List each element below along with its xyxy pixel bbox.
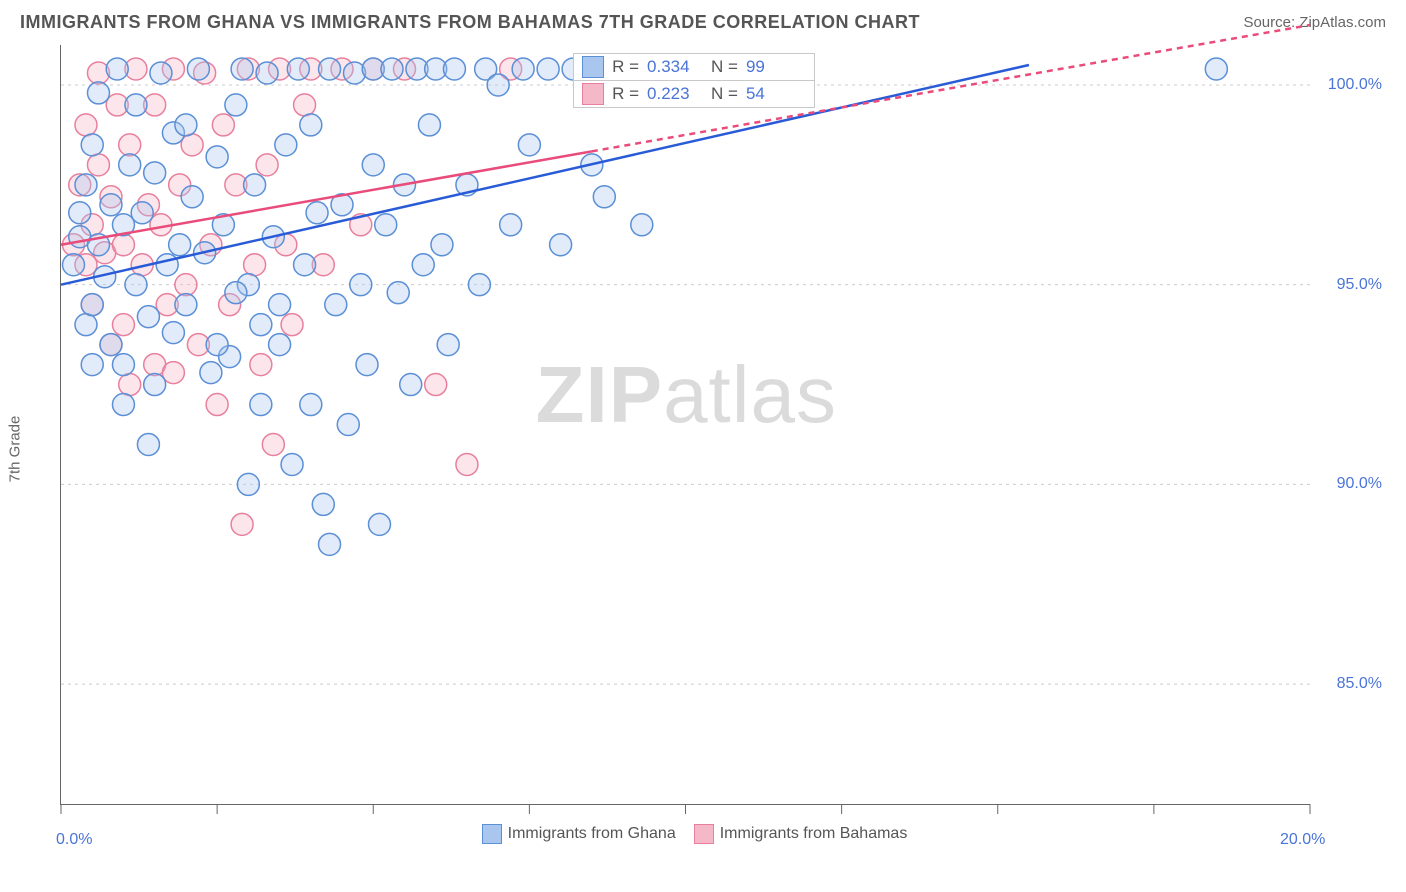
y-tick-label: 95.0%	[1337, 276, 1382, 294]
source-label: Source: ZipAtlas.com	[1243, 14, 1386, 31]
legend-row: R = 0.334 N = 99	[574, 54, 814, 80]
correlation-legend: R = 0.334 N = 99 R = 0.223 N = 54	[573, 53, 815, 108]
plot-area: ZIPatlas R =0.334N =99R =0.223N =54 Immi…	[60, 45, 1310, 805]
y-axis-label: 7th Grade	[7, 415, 24, 482]
legend-swatch	[482, 824, 502, 844]
legend-r-label: R =	[612, 84, 639, 104]
y-tick-label: 100.0%	[1328, 76, 1382, 94]
legend-r-value: 0.223	[647, 84, 703, 104]
legend-swatch	[582, 56, 604, 78]
legend-series-name: Immigrants from Ghana	[508, 825, 676, 842]
series-legend: Immigrants from Ghana Immigrants from Bah…	[61, 824, 1310, 844]
page-title: IMMIGRANTS FROM GHANA VS IMMIGRANTS FROM…	[20, 12, 920, 33]
chart-container: 7th Grade ZIPatlas R =0.334N =99R =0.223…	[20, 45, 1386, 852]
plot-svg	[61, 45, 1310, 804]
legend-n-value: 99	[746, 57, 802, 77]
y-tick-label: 90.0%	[1337, 475, 1382, 493]
legend-r-value: 0.334	[647, 57, 703, 77]
legend-r-label: R =	[612, 57, 639, 77]
x-tick-label: 0.0%	[56, 831, 92, 849]
legend-swatch	[582, 83, 604, 105]
legend-n-label: N =	[711, 84, 738, 104]
x-tick-label: 20.0%	[1280, 831, 1325, 849]
legend-row: R = 0.223 N = 54	[574, 80, 814, 107]
header: IMMIGRANTS FROM GHANA VS IMMIGRANTS FROM…	[0, 0, 1406, 41]
legend-n-label: N =	[711, 57, 738, 77]
legend-swatch	[694, 824, 714, 844]
legend-series-name: Immigrants from Bahamas	[720, 825, 908, 842]
legend-n-value: 54	[746, 84, 802, 104]
y-tick-label: 85.0%	[1337, 675, 1382, 693]
